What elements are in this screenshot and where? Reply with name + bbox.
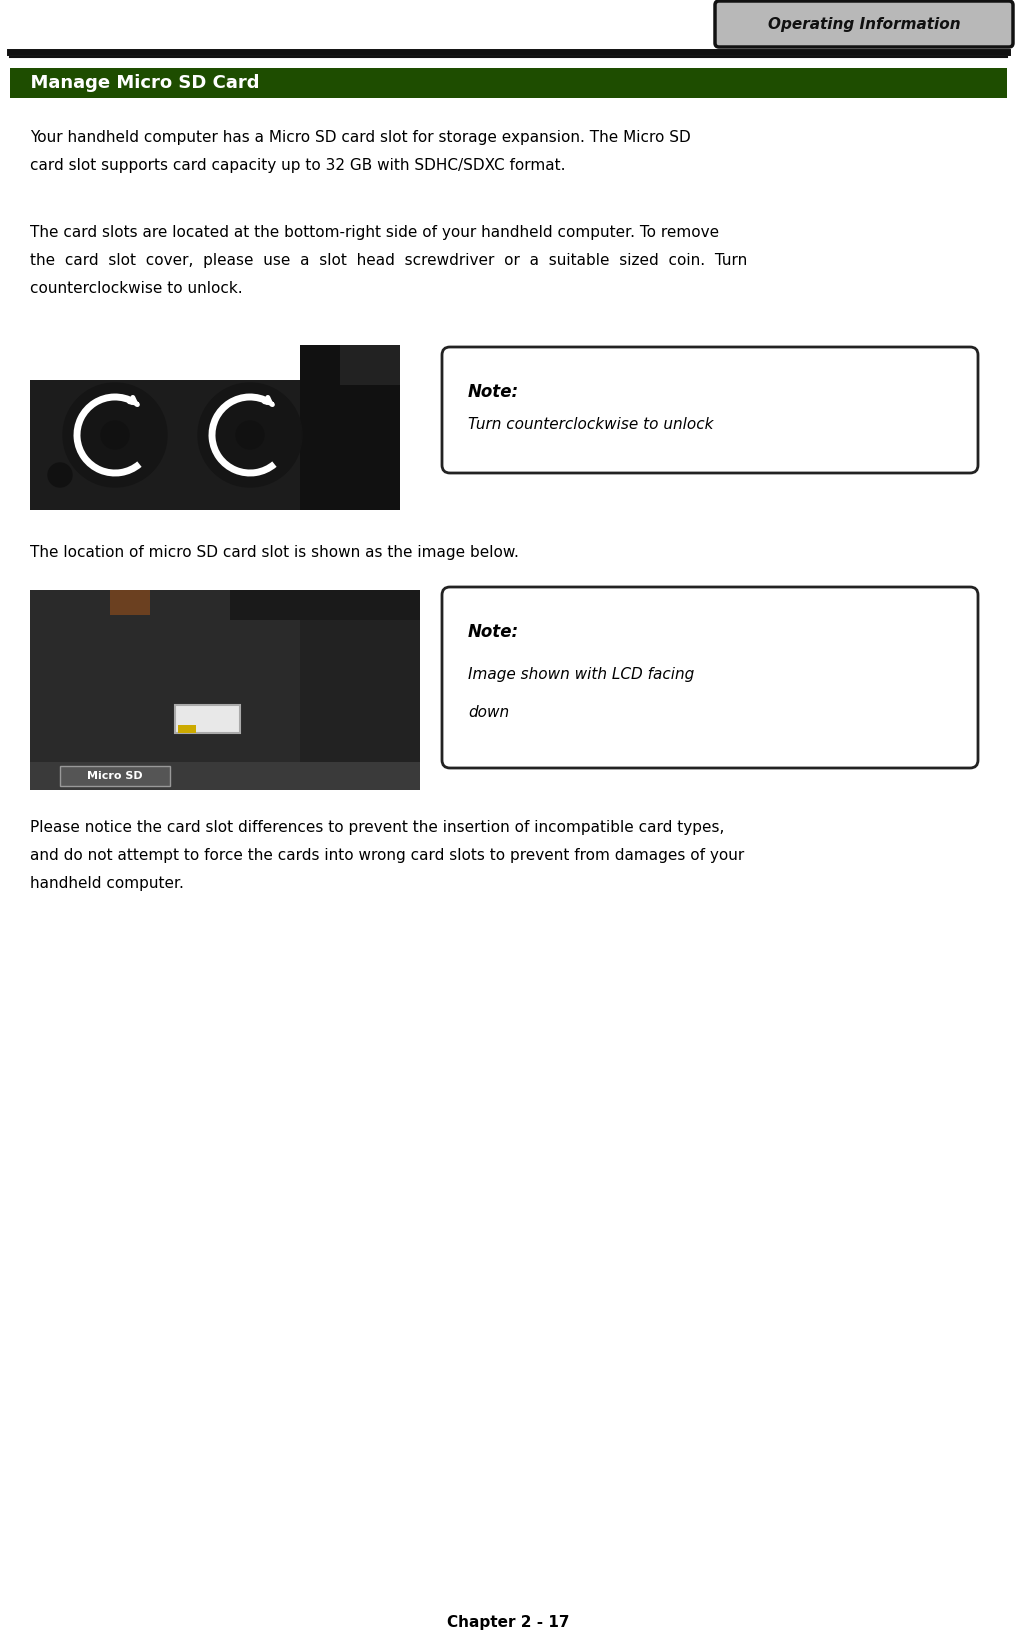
Text: handheld computer.: handheld computer. [29, 877, 184, 892]
Bar [60, 766, 170, 786]
Text: counterclockwise to unlock.: counterclockwise to unlock. [29, 281, 243, 296]
Text: Please notice the card slot differences to prevent the insertion of incompatible: Please notice the card slot differences … [29, 821, 724, 835]
Text: The card slots are located at the bottom-right side of your handheld computer. T: The card slots are located at the bottom… [29, 225, 719, 239]
FancyBboxPatch shape [442, 347, 978, 472]
Bar [300, 345, 400, 510]
Text: Manage Micro SD Card: Manage Micro SD Card [18, 74, 259, 92]
Text: Operating Information: Operating Information [768, 17, 960, 31]
Bar [10, 68, 1007, 97]
Bar [340, 345, 400, 385]
Text: card slot supports card capacity up to 32 GB with SDHC/SDXC format.: card slot supports card capacity up to 3… [29, 158, 565, 173]
Text: Note:: Note: [468, 383, 519, 401]
Bar [300, 589, 420, 763]
Text: the  card  slot  cover,  please  use  a  slot  head  screwdriver  or  a  suitabl: the card slot cover, please use a slot h… [29, 253, 747, 267]
Bar [29, 763, 420, 789]
FancyBboxPatch shape [715, 2, 1013, 46]
Bar [175, 705, 240, 733]
Text: Image shown with LCD facing: Image shown with LCD facing [468, 667, 695, 682]
Text: Your handheld computer has a Micro SD card slot for storage expansion. The Micro: Your handheld computer has a Micro SD ca… [29, 130, 691, 145]
Circle shape [101, 421, 129, 449]
Text: Turn counterclockwise to unlock: Turn counterclockwise to unlock [468, 418, 714, 433]
Bar [29, 380, 340, 510]
Text: Chapter 2 - 17: Chapter 2 - 17 [447, 1615, 570, 1631]
Bar [178, 725, 196, 733]
Circle shape [236, 421, 264, 449]
Text: down: down [468, 705, 510, 720]
Circle shape [63, 383, 167, 487]
Text: Note:: Note: [468, 622, 519, 641]
Text: The location of micro SD card slot is shown as the image below.: The location of micro SD card slot is sh… [29, 545, 519, 560]
Bar [230, 589, 420, 621]
Bar [29, 589, 420, 763]
FancyBboxPatch shape [442, 588, 978, 768]
Bar [110, 589, 149, 616]
Circle shape [198, 383, 302, 487]
Text: Micro SD: Micro SD [87, 771, 142, 781]
Text: and do not attempt to force the cards into wrong card slots to prevent from dama: and do not attempt to force the cards in… [29, 849, 744, 863]
Circle shape [48, 462, 72, 487]
